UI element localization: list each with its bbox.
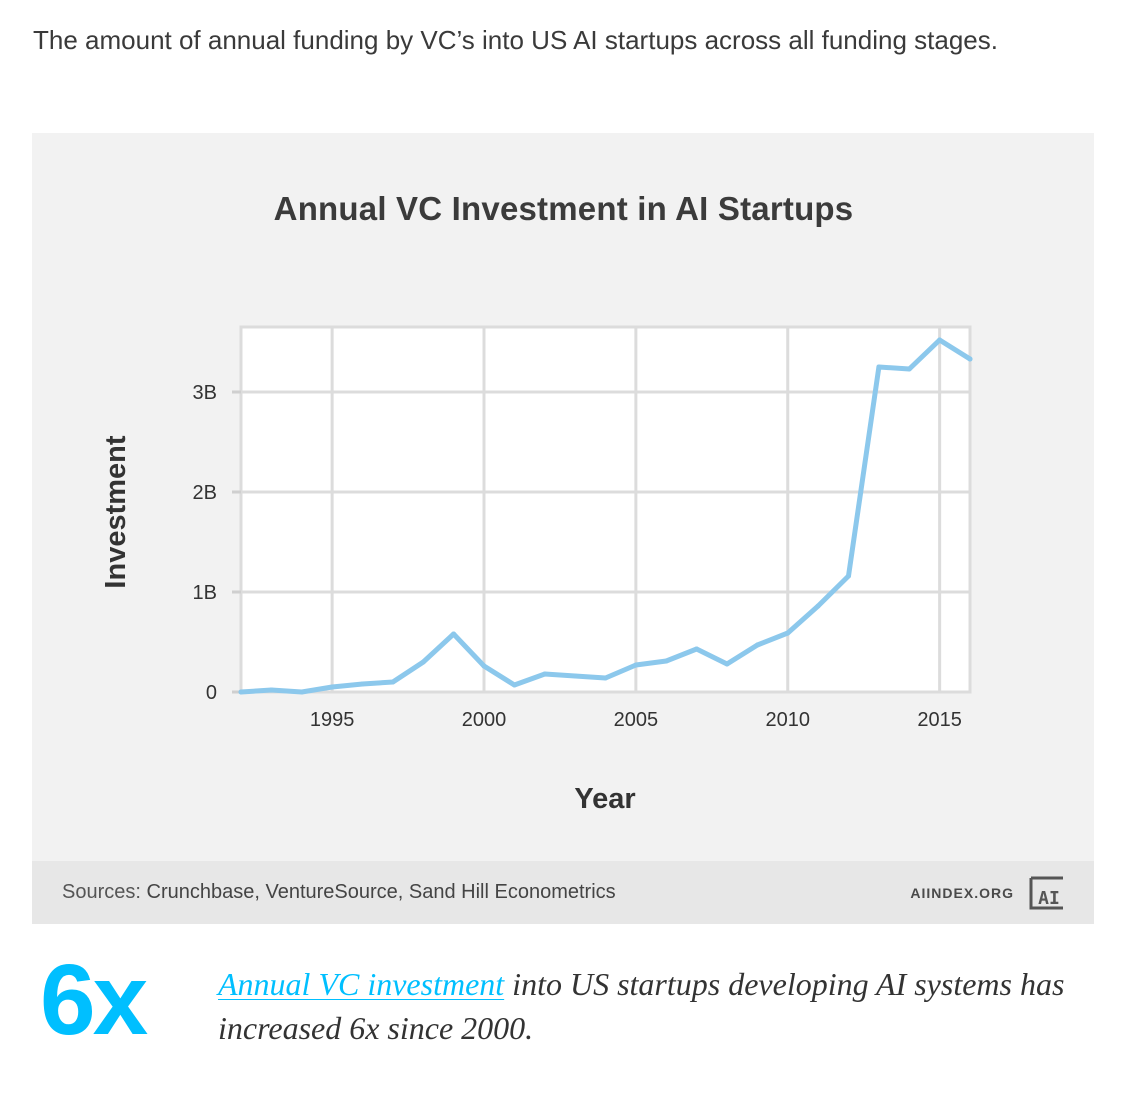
data-point[interactable] xyxy=(906,366,912,372)
ai-index-logo-icon: AI xyxy=(1029,876,1063,910)
data-point[interactable] xyxy=(937,337,943,343)
series-layer xyxy=(238,337,973,695)
data-point[interactable] xyxy=(420,659,426,665)
brand: AIINDEX.ORG AI xyxy=(910,875,1066,911)
x-tick-label: 2000 xyxy=(462,709,507,731)
sources-names: Crunchbase, VentureSource, Sand Hill Eco… xyxy=(146,881,616,903)
y-axis-ticks: 0 1B 2B 3B xyxy=(193,382,241,704)
data-point[interactable] xyxy=(724,661,730,667)
sources-label: Sources: xyxy=(62,881,141,903)
data-point[interactable] xyxy=(754,642,760,648)
data-point[interactable] xyxy=(785,630,791,636)
y-tick-label: 3B xyxy=(193,382,217,404)
x-axis-ticks: 1995 2000 2005 2010 2015 xyxy=(310,709,962,731)
plot-grid xyxy=(241,327,970,694)
data-point[interactable] xyxy=(390,679,396,685)
data-point[interactable] xyxy=(511,682,517,688)
y-tick-label: 2B xyxy=(193,482,217,504)
data-point[interactable] xyxy=(360,681,365,687)
stat-text: Annual VC investment into US startups de… xyxy=(218,962,1078,1050)
stat-link[interactable]: Annual VC investment xyxy=(218,966,505,1002)
brand-text[interactable]: AIINDEX.ORG xyxy=(910,885,1014,901)
y-tick-label: 1B xyxy=(193,582,217,604)
chart-title: Annual VC Investment in AI Startups xyxy=(273,190,854,227)
chart-footer: Sources: Crunchbase, VentureSource, Sand… xyxy=(32,861,1094,924)
data-point[interactable] xyxy=(451,631,457,637)
plot-border xyxy=(239,325,972,694)
data-point[interactable] xyxy=(542,671,548,677)
data-point[interactable] xyxy=(299,689,305,695)
plot-frame xyxy=(239,325,972,694)
x-tick-label: 2010 xyxy=(766,709,811,731)
data-point[interactable] xyxy=(633,662,639,668)
data-point[interactable] xyxy=(481,663,487,669)
stat-rest-text: into US startups developing AI systems h… xyxy=(218,966,1065,1046)
data-point[interactable] xyxy=(663,658,669,664)
data-point[interactable] xyxy=(238,689,244,695)
data-point[interactable] xyxy=(329,684,335,690)
data-point[interactable] xyxy=(603,675,608,681)
data-point[interactable] xyxy=(268,687,274,693)
x-tick-label: 2005 xyxy=(614,709,659,731)
data-point[interactable] xyxy=(572,673,578,679)
sources-line: Sources: Crunchbase, VentureSource, Sand… xyxy=(62,881,616,904)
logo-text: AI xyxy=(1038,888,1060,909)
x-tick-label: 2015 xyxy=(917,709,962,731)
data-point[interactable] xyxy=(846,573,851,579)
x-axis-label: Year xyxy=(574,783,635,815)
x-tick-label: 1995 xyxy=(310,709,355,731)
intro-text: The amount of annual funding by VC’s int… xyxy=(33,25,998,55)
y-axis-label: Investment xyxy=(100,435,132,588)
plot-background xyxy=(241,327,970,692)
y-tick-label: 0 xyxy=(206,682,217,704)
data-point[interactable] xyxy=(815,603,821,609)
stat-number: 6x xyxy=(40,944,148,1056)
data-point[interactable] xyxy=(876,364,882,370)
data-point[interactable] xyxy=(694,646,700,652)
data-point[interactable] xyxy=(967,356,973,362)
line-chart: 0 1B 2B 3B 1995 2000 2005 2010 2015 Year Invest… xyxy=(100,325,973,815)
